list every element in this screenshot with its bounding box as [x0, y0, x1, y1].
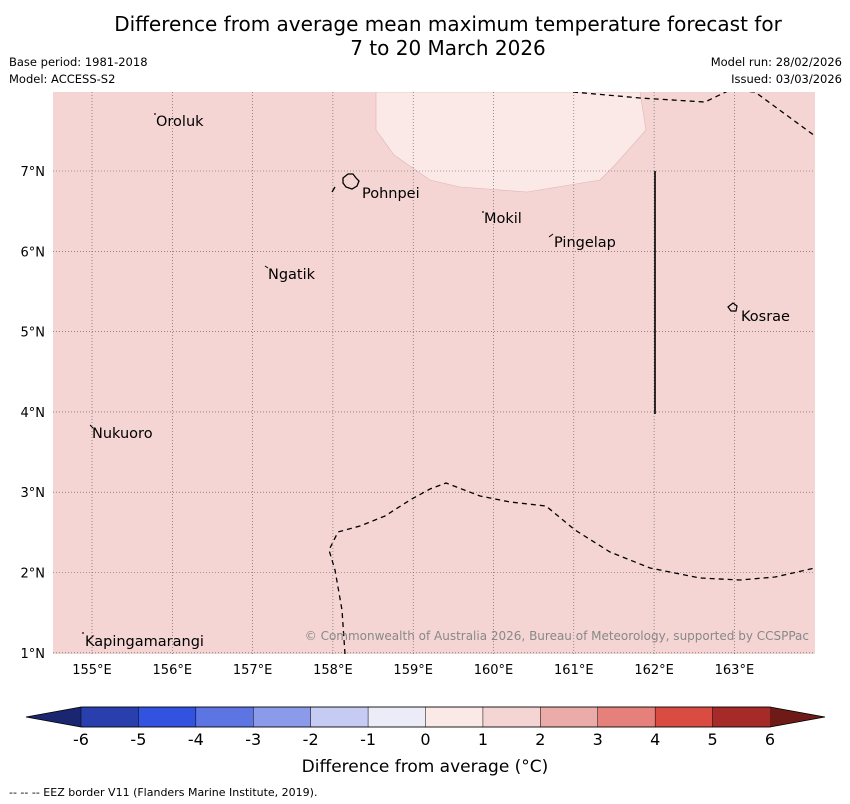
- nukuoro-island-mark: [89, 424, 94, 429]
- lat-tick-label: 2°N: [21, 567, 46, 582]
- place-label-oroluk: Oroluk: [156, 114, 204, 130]
- map-layer: Oroluk Pohnpei Mokil Pingelap Ngatik Kos…: [53, 92, 815, 654]
- colorbar-under-arrow: [26, 707, 81, 727]
- place-labels: Oroluk Pohnpei Mokil Pingelap Ngatik Kos…: [85, 114, 790, 650]
- lon-tick-label: 162°E: [634, 663, 674, 678]
- colorbar-tick-label: 1: [477, 730, 488, 749]
- eez-border-fragment: [331, 186, 336, 193]
- colorbar-tick-label: 6: [764, 730, 776, 749]
- colorbar-segments: [80, 706, 771, 728]
- place-label-pohnpei: Pohnpei: [362, 186, 420, 202]
- lat-tick-label: 3°N: [21, 486, 46, 501]
- colorbar-tick-label: -2: [302, 730, 319, 749]
- colorbar-tick-label: -5: [130, 730, 147, 749]
- colorbar-segment: [367, 706, 427, 728]
- colorbar-tick-label: 3: [592, 730, 603, 749]
- colorbar-segment: [597, 706, 656, 728]
- eez-footnote: -- -- -- EEZ border V11 (Flanders Marine…: [9, 786, 318, 799]
- lon-tick-label: 160°E: [474, 663, 514, 678]
- lat-tick-label: 5°N: [21, 326, 46, 341]
- colorbar-segment: [138, 706, 197, 728]
- colorbar-tick-label: 2: [535, 730, 546, 749]
- lat-tick-label: 1°N: [21, 647, 46, 662]
- lon-tick-label: 163°E: [715, 663, 755, 678]
- colorbar-tick-label: -1: [360, 730, 377, 749]
- chart-title-line2: 7 to 20 March 2026: [350, 36, 546, 60]
- lat-tick-label: 6°N: [21, 245, 46, 260]
- lat-tick-label: 4°N: [21, 406, 46, 421]
- mokil-island-mark: [482, 211, 484, 213]
- place-label-ngatik: Ngatik: [268, 267, 316, 283]
- eez-border-north: [572, 92, 815, 137]
- lon-tick-label: 157°E: [233, 663, 273, 678]
- colorbar-segment: [310, 706, 369, 728]
- kapingamarangi-island-mark: [82, 632, 84, 634]
- lon-tick-label: 161°E: [554, 663, 594, 678]
- colorbar-segment: [482, 706, 541, 728]
- colorbar: [25, 706, 826, 728]
- pingelap-island-mark: [548, 233, 554, 238]
- place-label-pingelap: Pingelap: [554, 235, 616, 251]
- kosrae-island-outline: [727, 302, 738, 312]
- model-run-text: Model run: 28/02/2026: [710, 55, 842, 69]
- north-anomaly-region: [375, 92, 647, 193]
- graticule: [53, 92, 815, 654]
- base-period-text: Base period: 1981-2018: [9, 55, 148, 69]
- colorbar-tick-label: -6: [73, 730, 89, 749]
- colorbar-segment: [425, 706, 484, 728]
- place-label-nukuoro: Nukuoro: [92, 426, 153, 442]
- colorbar-segment: [80, 706, 139, 728]
- colorbar-tick-label: -4: [187, 730, 204, 749]
- meta-right: Model run: 28/02/2026 Issued: 03/03/2026: [711, 54, 842, 88]
- colorbar-outline: [25, 706, 826, 728]
- place-label-kosrae: Kosrae: [741, 309, 790, 325]
- colorbar-segment: [253, 706, 312, 728]
- lon-tick-label: 156°E: [153, 663, 193, 678]
- map-background-region: [53, 92, 815, 654]
- eez-border-south: [328, 482, 815, 654]
- colorbar-segment: [195, 706, 254, 728]
- lat-tick-label: 7°N: [21, 165, 46, 180]
- colorbar-tick-label: 4: [650, 730, 661, 749]
- chart-title: Difference from average mean maximum tem…: [0, 12, 850, 60]
- ngatik-island-mark: [264, 265, 269, 269]
- lon-tick-label: 158°E: [313, 663, 353, 678]
- colorbar-tick-label: -3: [245, 730, 262, 749]
- place-label-mokil: Mokil: [484, 211, 522, 227]
- meta-left: Base period: 1981-2018 Model: ACCESS-S2: [9, 54, 148, 88]
- issued-text: Issued: 03/03/2026: [731, 72, 842, 86]
- colorbar-tick-label: 5: [707, 730, 718, 749]
- axis-labels: 155°E 156°E 157°E 158°E 159°E 160°E 161°E 162°E…: [21, 165, 755, 678]
- oroluk-island-mark: [154, 113, 156, 115]
- copyright-notice: © Commonwealth of Australia 2026, Bureau…: [305, 629, 809, 643]
- colorbar-segment: [654, 706, 714, 728]
- lon-tick-label: 159°E: [393, 663, 433, 678]
- chart-title-line1: Difference from average mean maximum tem…: [114, 12, 782, 36]
- colorbar-segment: [712, 706, 771, 728]
- colorbar-over-arrow: [770, 707, 825, 727]
- colorbar-title: Difference from average (°C): [301, 757, 549, 777]
- lon-tick-label: 155°E: [72, 663, 112, 678]
- colorbar-tick-label: 0: [420, 730, 431, 749]
- model-text: Model: ACCESS-S2: [9, 72, 116, 86]
- place-label-kapingamarangi: Kapingamarangi: [85, 634, 204, 650]
- colorbar-segment: [540, 706, 599, 728]
- pohnpei-island-outline: [342, 173, 360, 190]
